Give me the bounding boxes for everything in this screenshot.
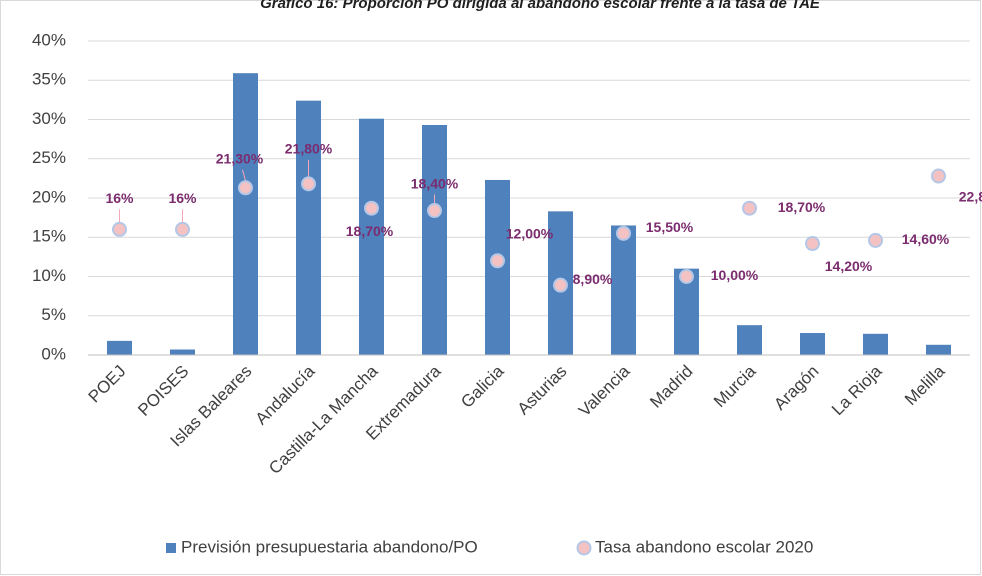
bar bbox=[800, 333, 825, 355]
dot bbox=[679, 269, 694, 284]
dot bbox=[175, 221, 190, 237]
y-tick-label: 25% bbox=[32, 148, 66, 167]
y-tick-label: 20% bbox=[32, 187, 66, 206]
dot bbox=[616, 225, 631, 241]
legend-swatch bbox=[166, 543, 176, 553]
legend-label: Tasa abandono escolar 2020 bbox=[595, 537, 813, 556]
dot bbox=[364, 200, 379, 216]
bar bbox=[296, 100, 321, 355]
dot bbox=[112, 221, 127, 237]
data-label: 21,30% bbox=[216, 150, 264, 166]
y-tick-label: 0% bbox=[41, 344, 66, 363]
data-label: 16% bbox=[105, 190, 134, 206]
dot bbox=[490, 253, 505, 269]
data-label: 8,90% bbox=[573, 271, 613, 287]
y-tick-label: 35% bbox=[32, 70, 66, 89]
dot bbox=[553, 277, 568, 293]
dot bbox=[427, 203, 442, 219]
dot bbox=[238, 180, 253, 196]
bar bbox=[863, 333, 888, 355]
dot bbox=[742, 200, 757, 216]
data-label: 16% bbox=[168, 190, 197, 206]
bar bbox=[233, 73, 258, 355]
dot bbox=[805, 236, 820, 252]
chart-title: Gráfico 16: Proporción PO dirigida al ab… bbox=[260, 0, 821, 12]
data-label: 22,80% bbox=[959, 189, 982, 205]
legend-label: Previsión presupuestaria abandono/PO bbox=[181, 537, 478, 556]
data-label: 18,70% bbox=[778, 199, 826, 215]
dot bbox=[301, 176, 316, 192]
bar bbox=[422, 124, 447, 356]
data-label: 14,20% bbox=[825, 258, 873, 274]
data-label: 18,40% bbox=[411, 175, 459, 191]
bar bbox=[737, 325, 762, 355]
bar bbox=[926, 344, 951, 355]
data-label: 10,00% bbox=[711, 267, 759, 283]
bar bbox=[359, 118, 384, 355]
bar bbox=[170, 349, 195, 355]
y-tick-label: 15% bbox=[32, 227, 66, 246]
data-label: 12,00% bbox=[506, 226, 554, 242]
data-label: 18,70% bbox=[346, 223, 394, 239]
data-label: 21,80% bbox=[285, 141, 333, 157]
bar bbox=[611, 225, 636, 355]
y-tick-label: 40% bbox=[32, 30, 66, 49]
dot bbox=[931, 168, 946, 184]
data-label: 15,50% bbox=[646, 219, 694, 235]
bar bbox=[107, 340, 132, 355]
data-label: 14,60% bbox=[902, 231, 950, 247]
y-tick-label: 30% bbox=[32, 109, 66, 128]
y-tick-label: 10% bbox=[32, 266, 66, 285]
y-tick-label: 5% bbox=[41, 305, 66, 324]
legend-swatch bbox=[576, 540, 592, 556]
leader-line bbox=[242, 169, 246, 181]
dot bbox=[868, 232, 883, 248]
